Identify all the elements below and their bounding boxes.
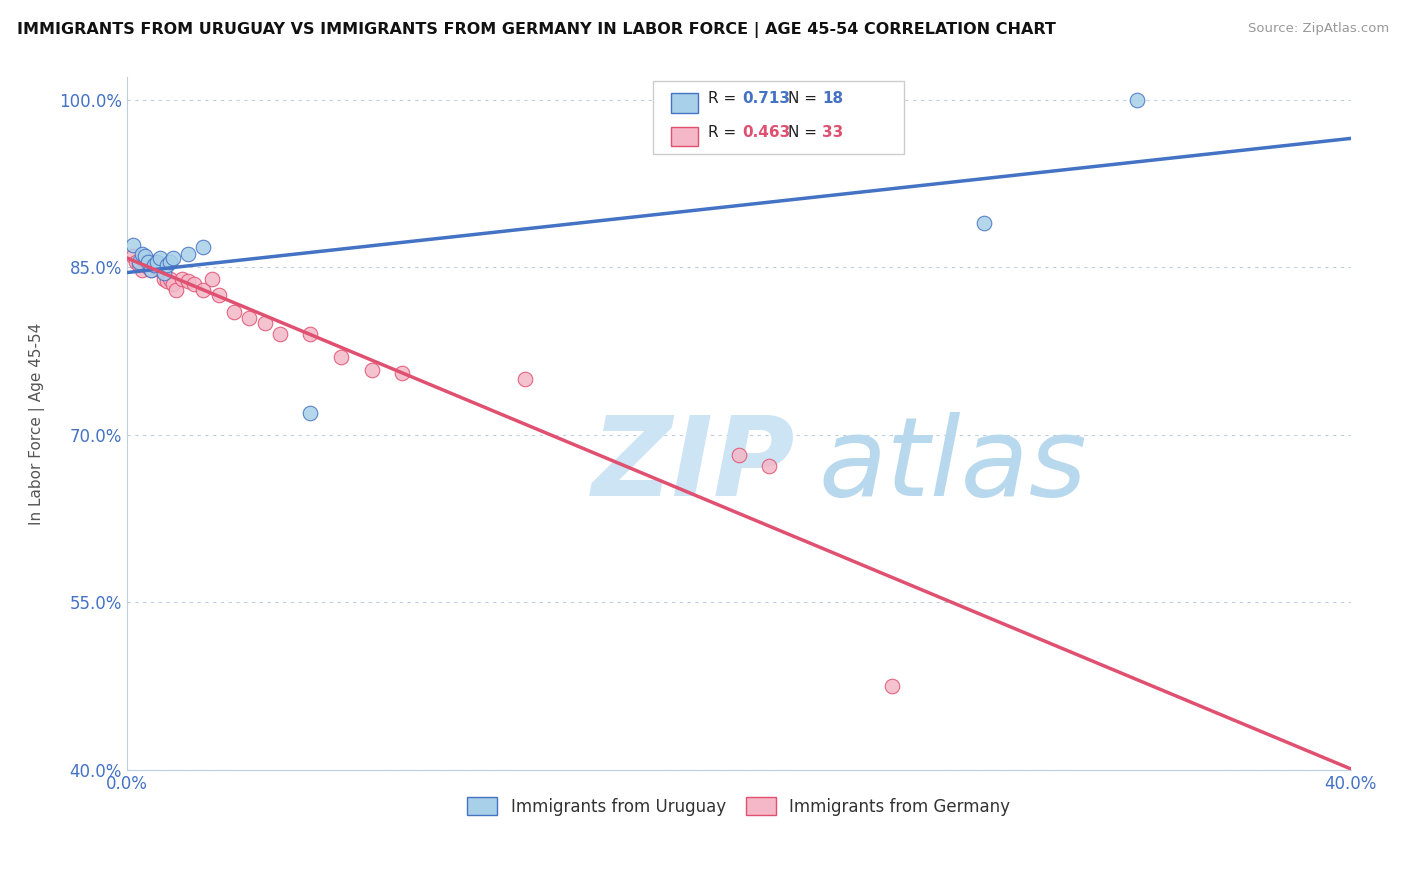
Point [973, 216, 995, 230]
Text: Source: ZipAtlas.com: Source: ZipAtlas.com [1249, 22, 1389, 36]
Point [162, 252, 184, 266]
Point [758, 459, 780, 474]
Point [162, 277, 184, 291]
Point [122, 238, 145, 252]
Text: ZIP: ZIP [592, 412, 796, 519]
Point [141, 262, 163, 277]
Point [146, 260, 169, 275]
Point [253, 316, 276, 330]
Point [159, 271, 181, 285]
Point [360, 363, 382, 377]
Point [131, 262, 153, 277]
Point [177, 274, 200, 288]
Point [201, 271, 224, 285]
Point [513, 372, 536, 386]
Point [152, 271, 174, 285]
Point [299, 405, 322, 419]
Point [143, 258, 166, 272]
Point [269, 327, 291, 342]
Text: R =: R = [709, 91, 741, 106]
Text: 33: 33 [823, 125, 844, 139]
Point [193, 283, 215, 297]
Y-axis label: In Labor Force | Age 45-54: In Labor Force | Age 45-54 [30, 323, 45, 524]
Point [141, 262, 163, 277]
Text: 0.463: 0.463 [742, 125, 790, 139]
Text: IMMIGRANTS FROM URUGUAY VS IMMIGRANTS FROM GERMANY IN LABOR FORCE | AGE 45-54 CO: IMMIGRANTS FROM URUGUAY VS IMMIGRANTS FR… [17, 22, 1056, 38]
Text: N =: N = [787, 91, 821, 106]
Point [330, 350, 353, 364]
Point [299, 327, 322, 342]
Point [1125, 93, 1147, 107]
Point [131, 247, 153, 261]
Point [170, 271, 193, 285]
Point [128, 258, 150, 272]
Point [727, 448, 749, 462]
Point [134, 249, 156, 263]
Point [128, 254, 150, 268]
Point [183, 277, 205, 291]
Point [136, 260, 159, 275]
Text: 0.713: 0.713 [742, 91, 790, 106]
Legend: Immigrants from Uruguay, Immigrants from Germany: Immigrants from Uruguay, Immigrants from… [458, 789, 1018, 824]
FancyBboxPatch shape [672, 94, 699, 112]
Point [155, 258, 177, 272]
Point [134, 254, 156, 268]
FancyBboxPatch shape [672, 127, 699, 146]
Point [155, 274, 177, 288]
Point [146, 254, 169, 268]
Point [193, 240, 215, 254]
Text: atlas: atlas [818, 412, 1087, 519]
Point [391, 367, 413, 381]
Point [177, 247, 200, 261]
FancyBboxPatch shape [654, 81, 904, 153]
Point [238, 310, 260, 325]
Point [880, 679, 903, 693]
Text: R =: R = [709, 125, 741, 139]
Point [207, 288, 229, 302]
Point [125, 254, 148, 268]
Point [149, 262, 172, 277]
Point [122, 249, 145, 263]
Text: N =: N = [787, 125, 821, 139]
Text: 18: 18 [823, 91, 844, 106]
Point [222, 305, 245, 319]
Point [152, 266, 174, 280]
Point [149, 252, 172, 266]
Point [136, 254, 159, 268]
Point [165, 283, 187, 297]
Point [159, 254, 181, 268]
Point [143, 254, 166, 268]
